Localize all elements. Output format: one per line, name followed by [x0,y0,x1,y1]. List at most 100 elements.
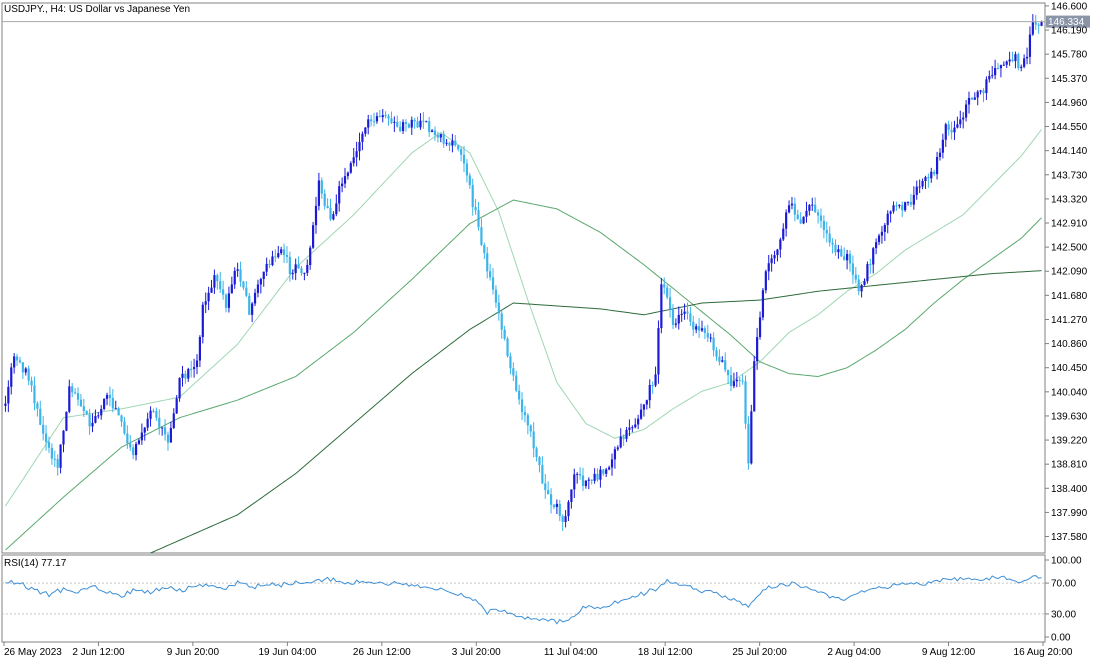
candle [819,208,823,228]
candle-body [76,393,80,400]
candle [178,377,181,402]
candle-body [198,337,201,361]
candle [840,245,843,257]
candle [193,358,196,378]
candle [436,131,439,143]
candle-body [964,104,968,118]
candle [695,323,698,334]
candle-body [39,408,42,425]
candle-body [190,368,193,370]
candle-body [547,490,550,495]
candle-body [799,219,802,224]
candle-body [355,151,358,158]
candle [425,120,428,123]
candle [700,320,704,333]
candle [924,175,927,190]
candle-body [1040,21,1043,26]
candle-body [172,413,175,428]
candle [294,258,297,281]
candle [668,288,672,318]
candle [837,245,840,259]
candle [7,380,10,413]
candle [875,238,878,255]
candle-body [56,459,59,468]
candle [880,226,884,244]
candle [828,226,831,247]
candle-body [44,433,48,442]
candle-body [544,483,547,491]
candle [1037,22,1040,34]
candle [204,292,207,314]
candle-body [155,410,158,418]
candle-body [343,176,347,184]
candle-body [361,133,364,142]
moving-average-mid [5,199,1042,551]
candle-body [520,399,524,413]
candle [750,404,753,465]
candle [85,410,88,416]
candle [503,325,506,341]
candle-body [94,416,97,423]
candle [956,116,959,129]
candle [753,355,756,412]
time-tick-label: 25 Jul 20:00 [732,647,787,658]
candle-body [970,97,973,100]
candle-body [921,181,924,187]
candle-body [271,256,274,265]
candle [137,438,141,446]
candle [451,133,454,153]
candle [590,479,593,485]
candle-body [1017,54,1020,68]
candle-body [428,121,431,133]
candle [515,370,518,393]
candle-body [108,394,112,399]
candle [111,389,114,413]
candle [637,414,640,430]
candle-body [59,444,62,468]
time-tick-label: 16 Aug 20:00 [1014,647,1073,658]
candle [114,400,117,410]
candle [686,302,689,320]
candle-body [515,375,518,391]
candle-body [686,311,689,314]
candle-body [552,504,556,508]
candle [117,406,120,416]
candle-body [523,412,527,416]
candle-body [991,75,994,77]
candle-body [62,430,65,445]
candle [805,201,808,223]
candle [950,121,953,140]
candle-body [91,422,94,427]
candle [1005,60,1008,69]
candle [410,116,413,135]
candle-body [146,418,149,428]
candle-body [100,409,103,416]
candle [143,427,146,441]
candle [663,277,666,295]
candle [613,446,617,469]
candle [547,481,550,495]
candle [982,88,985,103]
candle-body [741,380,744,382]
candle [735,372,738,388]
candle-body [448,142,451,146]
candle-body [1023,58,1026,67]
candle-body [222,289,225,295]
candle [442,130,445,148]
candle-body [608,467,611,470]
candle-body [750,411,753,464]
candle-body [346,172,350,177]
candle-body [866,264,869,282]
candle [811,197,814,211]
candle [567,500,570,521]
candle-body [404,122,408,125]
candle-body [700,328,704,331]
candle [146,412,149,431]
candle-body [436,135,439,138]
candle [558,499,561,522]
candle-body [744,381,747,424]
candle-body [994,68,997,76]
candle [697,318,701,338]
candle [901,201,904,218]
